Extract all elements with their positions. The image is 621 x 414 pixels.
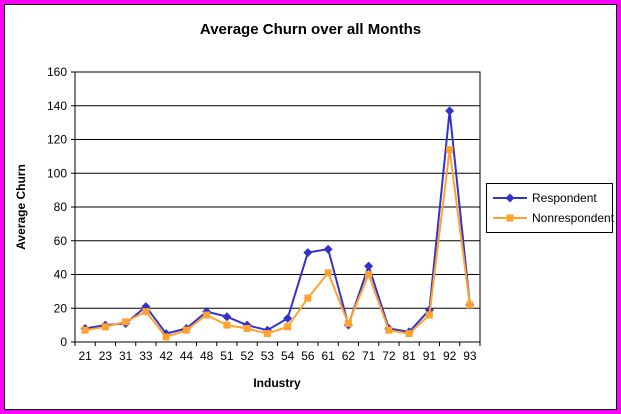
- data-point: [344, 319, 352, 327]
- data-point: [466, 301, 474, 309]
- x-tick-label: 81: [402, 349, 416, 363]
- data-point: [445, 106, 455, 116]
- nonrespondent-line-marker-icon: [493, 214, 527, 222]
- data-point: [122, 318, 130, 326]
- legend-label-respondent: Respondent: [532, 190, 597, 205]
- data-point: [203, 311, 211, 319]
- gridlines: 0 20 40 60 80 100 120 140 160: [47, 65, 480, 349]
- legend-entry-nonrespondent: Nonrespondent: [492, 211, 615, 226]
- data-point: [283, 313, 293, 323]
- x-tick-label: 23: [99, 349, 113, 363]
- data-point: [162, 333, 170, 341]
- data-point: [243, 325, 251, 332]
- x-tick-label: 53: [261, 349, 275, 363]
- series-nonrespondent: [81, 146, 474, 341]
- data-point: [263, 330, 271, 338]
- x-tick-label: 62: [342, 349, 356, 363]
- y-tick-label: 0: [60, 335, 67, 349]
- data-point: [222, 312, 232, 322]
- data-point: [142, 308, 150, 316]
- x-tick-label: 52: [240, 349, 254, 363]
- y-tick-label: 120: [47, 133, 67, 147]
- x-tick-label: 61: [321, 349, 335, 363]
- chart-area: Average Churn over all Months 0 20 40 60 80 1…: [4, 4, 617, 410]
- respondent-diamond-icon: [505, 193, 515, 203]
- data-point: [324, 269, 332, 277]
- plot-svg: 0 20 40 60 80 100 120 140 160 21 23 31 33 42 44 48 51 52 5…: [47, 65, 481, 363]
- x-tick-label: 93: [463, 349, 477, 363]
- x-tick-label: 48: [200, 349, 214, 363]
- y-axis-title: Average Churn: [14, 164, 28, 250]
- y-tick-label: 20: [54, 301, 68, 315]
- x-tick-label: 92: [443, 349, 457, 363]
- x-tick-label: 31: [119, 349, 133, 363]
- data-point: [223, 321, 231, 329]
- legend-entry-respondent: Respondent: [492, 191, 612, 205]
- data-point: [364, 261, 374, 271]
- data-point: [182, 326, 190, 334]
- x-axis: 21 23 31 33 42 44 48 51 52 53 54 56 61 62 71 72 81 91 92 93: [74, 342, 481, 363]
- x-tick-label: 42: [159, 349, 173, 363]
- y-tick-label: 80: [54, 200, 68, 214]
- data-point: [101, 323, 109, 331]
- data-point: [405, 330, 413, 338]
- legend: Respondent Nonrespondent: [486, 183, 615, 233]
- x-tick-label: 21: [78, 349, 92, 363]
- nonrespondent-square-icon: [506, 214, 514, 222]
- data-point: [425, 311, 433, 319]
- data-point: [303, 248, 313, 258]
- respondent-line-marker-icon: [493, 193, 527, 203]
- x-tick-label: 71: [362, 349, 376, 363]
- x-axis-title: Industry: [253, 376, 301, 390]
- y-tick-label: 60: [54, 234, 68, 248]
- y-tick-label: 100: [47, 166, 67, 180]
- data-point: [284, 323, 292, 331]
- y-tick-label: 140: [47, 99, 67, 113]
- data-point: [304, 294, 312, 302]
- y-tick-label: 160: [47, 65, 67, 79]
- data-point: [365, 271, 373, 278]
- x-tick-label: 54: [281, 349, 295, 363]
- series-respondent: [80, 106, 475, 339]
- chart-title: Average Churn over all Months: [199, 21, 422, 38]
- x-tick-label: 72: [382, 349, 396, 363]
- data-point: [323, 244, 333, 254]
- y-tick-label: 40: [54, 268, 68, 282]
- x-tick-label: 56: [301, 349, 315, 363]
- legend-label-nonrespondent: Nonrespondent: [532, 211, 615, 226]
- x-tick-label: 33: [139, 349, 153, 363]
- x-tick-label: 91: [423, 349, 437, 363]
- x-tick-label: 44: [180, 349, 194, 363]
- data-point: [385, 326, 393, 334]
- data-point: [446, 146, 454, 154]
- data-point: [81, 326, 89, 334]
- x-tick-label: 51: [220, 349, 234, 363]
